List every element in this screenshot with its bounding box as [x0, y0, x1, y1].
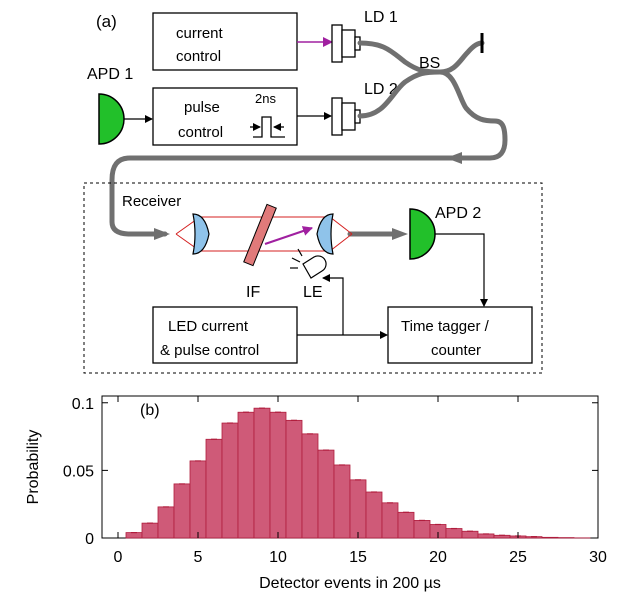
led-control-to-led [322, 274, 344, 335]
histogram-bar [269, 411, 287, 539]
apd2-detector [409, 208, 436, 260]
histogram-bar [253, 407, 271, 539]
apd1-label: APD 1 [87, 66, 133, 83]
histogram-bar [461, 530, 479, 539]
x-tick-label: 15 [349, 549, 367, 566]
histogram-bar [381, 502, 399, 539]
receiver-box [83, 182, 543, 374]
if-label: IF [246, 284, 260, 301]
pulse-control-line1: pulse [184, 99, 220, 116]
current-control-line1: current [176, 25, 224, 42]
time-tagger-box [387, 306, 533, 364]
x-tick-label: 0 [114, 549, 123, 566]
led-emitter [302, 255, 327, 279]
ld2-laser [331, 97, 361, 136]
ld2-label: LD 2 [364, 81, 398, 98]
time-tagger-line2: counter [431, 342, 481, 359]
apd1-detector [98, 93, 125, 145]
ld1-laser [331, 24, 361, 63]
histogram-bar [365, 491, 383, 539]
y-tick-label: 0 [85, 531, 94, 548]
histogram-bar [333, 464, 351, 539]
ld1-label: LD 1 [364, 9, 398, 26]
histogram-bar [477, 533, 495, 539]
axis-ticks: 0 5 10 15 20 25 30 0 0.05 0.1 [63, 396, 607, 566]
led-injection-arrow [264, 226, 313, 246]
apd2-label: APD 2 [435, 205, 481, 222]
histogram-bar [189, 460, 207, 539]
histogram-bar [237, 411, 255, 539]
time-tagger-line1: Time tagger / [401, 318, 490, 335]
fiber-network [109, 40, 508, 237]
y-axis-label: Probability [25, 430, 42, 505]
current-control-box [152, 12, 298, 71]
y-tick-label: 0.05 [63, 463, 94, 480]
bs-label: BS [419, 55, 440, 72]
histogram-bar [157, 506, 175, 539]
histogram-bar [445, 528, 463, 539]
histogram-bar [541, 536, 559, 539]
input-lens [192, 213, 210, 255]
pulse-control-line2: control [178, 124, 223, 141]
histogram-bar [205, 438, 223, 539]
bar-series [125, 407, 591, 539]
x-axis-label: Detector events in 200 µs [259, 575, 441, 592]
x-tick-label: 20 [429, 549, 447, 566]
histogram-bar [397, 511, 415, 539]
pulse-control-box [152, 87, 298, 146]
panel-label-a: (a) [96, 12, 117, 31]
histogram-bar [141, 522, 159, 539]
current-control-line2: control [176, 48, 221, 65]
le-label: LE [303, 284, 323, 301]
receiver-label: Receiver [122, 193, 181, 210]
histogram-bar [349, 479, 367, 539]
x-tick-label: 10 [269, 549, 287, 566]
output-lens [316, 213, 334, 255]
histogram-bar [285, 419, 303, 539]
x-tick-label: 25 [509, 549, 527, 566]
histogram-bar [317, 449, 335, 539]
led-control-line1: LED current [168, 318, 249, 335]
pulse-shape-icon [250, 116, 285, 138]
apd2-to-tagger-line [435, 233, 488, 307]
x-tick-label: 5 [194, 549, 203, 566]
histogram-bar [173, 483, 191, 539]
setup-diagram: (a) current control LD 1 APD 1 pulse con… [83, 9, 543, 374]
histogram-bar [413, 520, 431, 539]
x-tick-label: 30 [589, 549, 607, 566]
panel-label-b: (b) [140, 402, 160, 419]
histogram-chart: 0 5 10 15 20 25 30 0 0.05 0.1 (b) Probability Det… [25, 395, 607, 592]
led-control-box [152, 306, 298, 364]
led-control-line2: & pulse control [160, 342, 259, 359]
histogram-bar [125, 532, 143, 539]
histogram-bar [301, 433, 319, 539]
interference-filter [243, 203, 277, 267]
y-tick-label: 0.1 [72, 396, 94, 413]
led-rays-icon [290, 248, 303, 269]
histogram-bar [221, 422, 239, 539]
pulse-width-label: 2ns [255, 91, 276, 106]
